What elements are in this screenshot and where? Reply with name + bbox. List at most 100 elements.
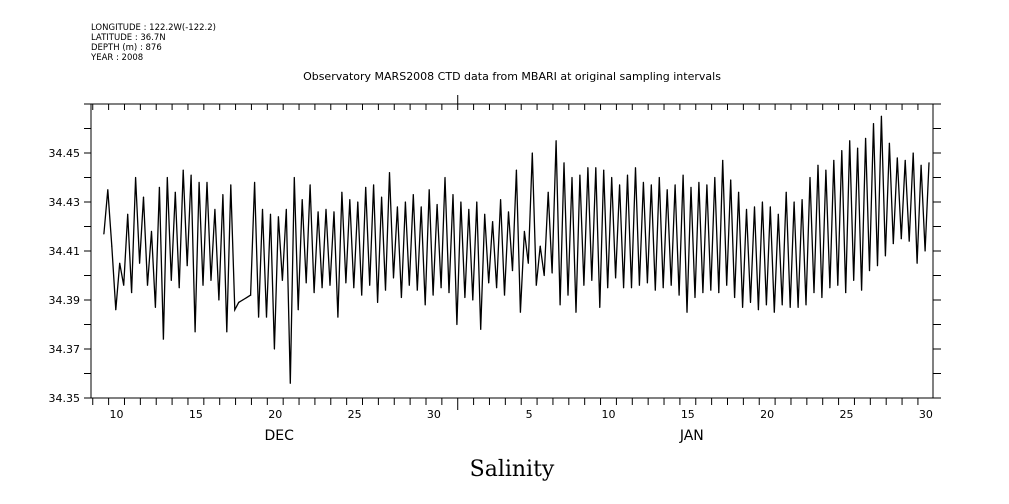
data-point xyxy=(611,176,613,179)
data-point xyxy=(535,284,537,286)
data-point xyxy=(837,284,839,286)
data-point xyxy=(166,176,168,179)
data-point xyxy=(845,292,847,294)
data-point xyxy=(341,191,343,193)
data-point xyxy=(392,277,395,279)
data-point xyxy=(924,250,926,252)
data-point xyxy=(559,304,561,306)
data-point xyxy=(119,262,121,264)
data-point xyxy=(246,296,248,299)
data-point xyxy=(694,296,696,299)
data-point xyxy=(412,194,414,196)
data-point xyxy=(186,265,188,267)
data-point xyxy=(353,287,355,289)
x-tick-label: 20 xyxy=(760,408,774,421)
data-point xyxy=(928,162,930,164)
data-point xyxy=(492,221,494,223)
data-point xyxy=(722,159,724,161)
data-point xyxy=(293,176,295,179)
data-point xyxy=(726,284,728,286)
data-point xyxy=(138,262,141,264)
data-point xyxy=(666,189,668,191)
longitude-label: LONGITUDE : 122.2W(-122.2) xyxy=(91,23,216,33)
data-point xyxy=(749,301,752,304)
data-point xyxy=(257,316,260,318)
data-point xyxy=(218,299,220,301)
data-point xyxy=(706,184,708,186)
data-point xyxy=(817,164,819,166)
data-point xyxy=(607,287,609,289)
data-point xyxy=(301,198,303,201)
data-point xyxy=(107,189,109,191)
data-point xyxy=(622,287,625,289)
data-point xyxy=(714,176,716,179)
data-point xyxy=(369,284,371,286)
data-point xyxy=(432,294,434,296)
data-point xyxy=(678,294,680,296)
data-point xyxy=(134,176,137,179)
data-point xyxy=(797,306,799,308)
chart-title: Observatory MARS2008 CTD data from MBARI… xyxy=(303,70,721,83)
y-tick-label: 34.35 xyxy=(49,392,81,405)
data-point xyxy=(860,289,863,291)
data-point xyxy=(730,179,732,181)
data-point xyxy=(420,206,422,208)
data-point xyxy=(793,201,795,203)
data-point xyxy=(654,289,656,291)
data-point xyxy=(662,287,664,289)
data-point xyxy=(317,211,319,213)
data-point xyxy=(115,309,117,311)
data-point xyxy=(456,323,458,326)
data-point xyxy=(384,289,387,291)
y-tick-label: 34.37 xyxy=(49,343,81,356)
data-point xyxy=(682,174,684,176)
metadata-block: LONGITUDE : 122.2W(-122.2) LATITUDE : 36… xyxy=(90,23,216,63)
data-point xyxy=(242,299,244,301)
data-point xyxy=(777,213,779,215)
data-point xyxy=(496,287,498,289)
data-point xyxy=(908,240,910,242)
data-point xyxy=(309,184,311,186)
data-point xyxy=(269,213,272,215)
depth-label: DEPTH (m) : 876 xyxy=(91,43,162,53)
data-point xyxy=(849,140,851,142)
data-point xyxy=(734,296,736,299)
data-point xyxy=(745,208,748,210)
data-point xyxy=(170,279,172,281)
data-point xyxy=(626,174,629,176)
data-point xyxy=(892,243,894,245)
data-point xyxy=(615,277,617,279)
data-point xyxy=(896,157,898,159)
x-tick-label: 15 xyxy=(189,408,203,421)
data-point xyxy=(686,311,688,313)
data-point xyxy=(325,208,327,210)
x-tick-label: 25 xyxy=(840,408,854,421)
data-point xyxy=(650,184,652,186)
data-point xyxy=(254,181,256,183)
data-point xyxy=(555,140,557,142)
data-point xyxy=(499,198,502,201)
data-point xyxy=(452,194,454,196)
data-point xyxy=(476,201,478,203)
x-tick-label: 30 xyxy=(427,408,441,421)
data-point xyxy=(131,292,133,294)
data-point xyxy=(646,282,648,284)
data-point xyxy=(563,162,565,164)
data-point xyxy=(757,309,760,311)
data-point xyxy=(357,201,359,203)
data-point xyxy=(773,311,775,313)
data-point xyxy=(543,274,545,277)
data-point xyxy=(801,198,803,201)
data-point xyxy=(265,316,268,318)
data-point xyxy=(444,176,446,179)
data-point xyxy=(710,289,712,291)
data-point xyxy=(785,191,787,193)
data-point xyxy=(718,292,720,294)
data-point xyxy=(472,299,474,301)
data-point xyxy=(916,262,918,264)
data-point xyxy=(361,294,363,296)
data-point xyxy=(519,311,522,313)
data-point xyxy=(551,272,553,274)
data-point xyxy=(876,265,879,267)
data-point xyxy=(503,294,506,296)
